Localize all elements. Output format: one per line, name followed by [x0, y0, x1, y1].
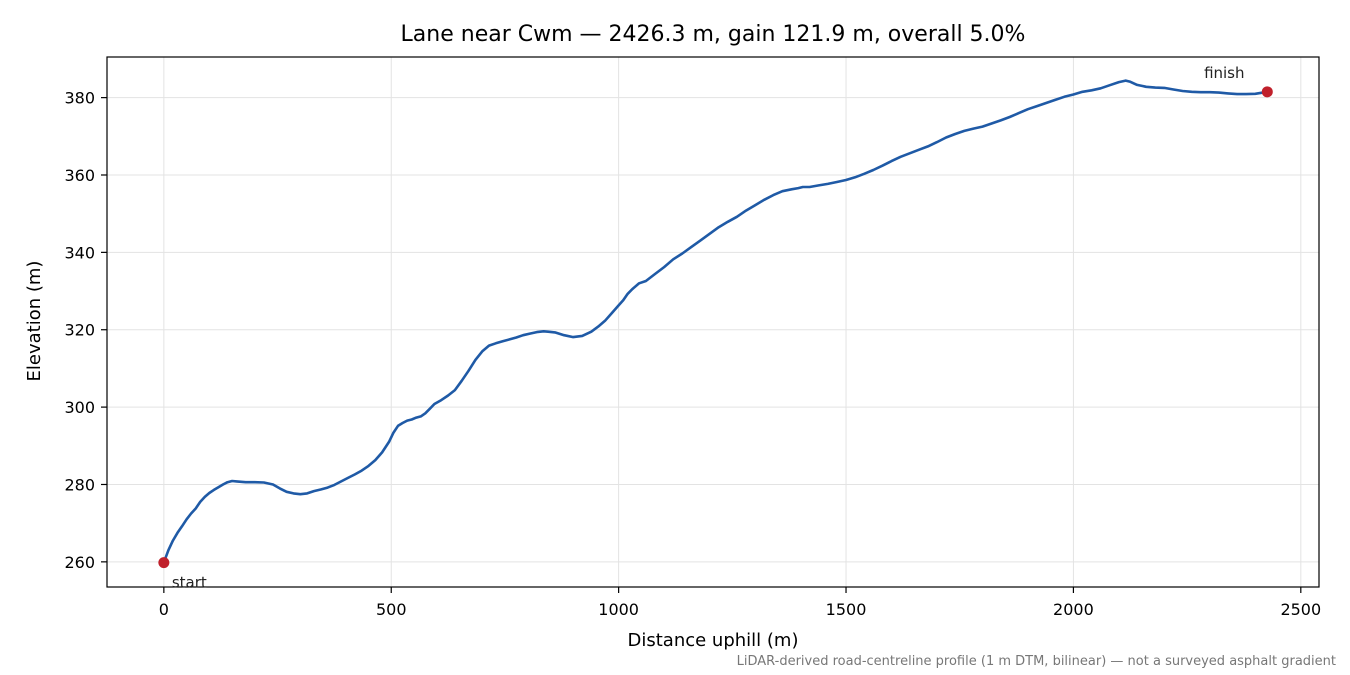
elevation-line	[162, 79, 1268, 564]
start-marker	[158, 557, 170, 569]
x-tick-label: 2500	[1280, 600, 1321, 619]
chart-title: Lane near Cwm — 2426.3 m, gain 121.9 m, …	[401, 22, 1026, 47]
y-axis-title: Elevation (m)	[24, 261, 45, 382]
start-label: start	[172, 574, 207, 592]
y-tick-label: 280	[64, 475, 95, 494]
plot-frame	[106, 56, 1320, 588]
y-tick-label: 340	[64, 243, 95, 262]
x-tick-label: 500	[376, 600, 407, 619]
gridlines	[107, 57, 1319, 587]
y-tick-label: 260	[64, 553, 95, 572]
finish-marker	[1261, 86, 1273, 98]
y-tick-label: 320	[64, 321, 95, 340]
y-tick-label: 380	[64, 89, 95, 108]
annotations: start finish	[158, 64, 1273, 592]
y-tick-label: 360	[64, 166, 95, 185]
finish-label: finish	[1204, 64, 1244, 82]
footnote: LiDAR-derived road-centreline profile (1…	[737, 654, 1336, 669]
y-tick-label: 300	[64, 398, 95, 417]
x-tick-label: 2000	[1053, 600, 1094, 619]
series-layer	[162, 79, 1268, 564]
x-tick-label: 0	[159, 600, 169, 619]
axes: 0 500 1000 1500 2000 2500 260 280 300 320 340 360 38…	[64, 56, 1321, 619]
x-tick-label: 1000	[598, 600, 639, 619]
x-tick-label: 1500	[826, 600, 867, 619]
x-axis-title: Distance uphill (m)	[628, 630, 799, 651]
